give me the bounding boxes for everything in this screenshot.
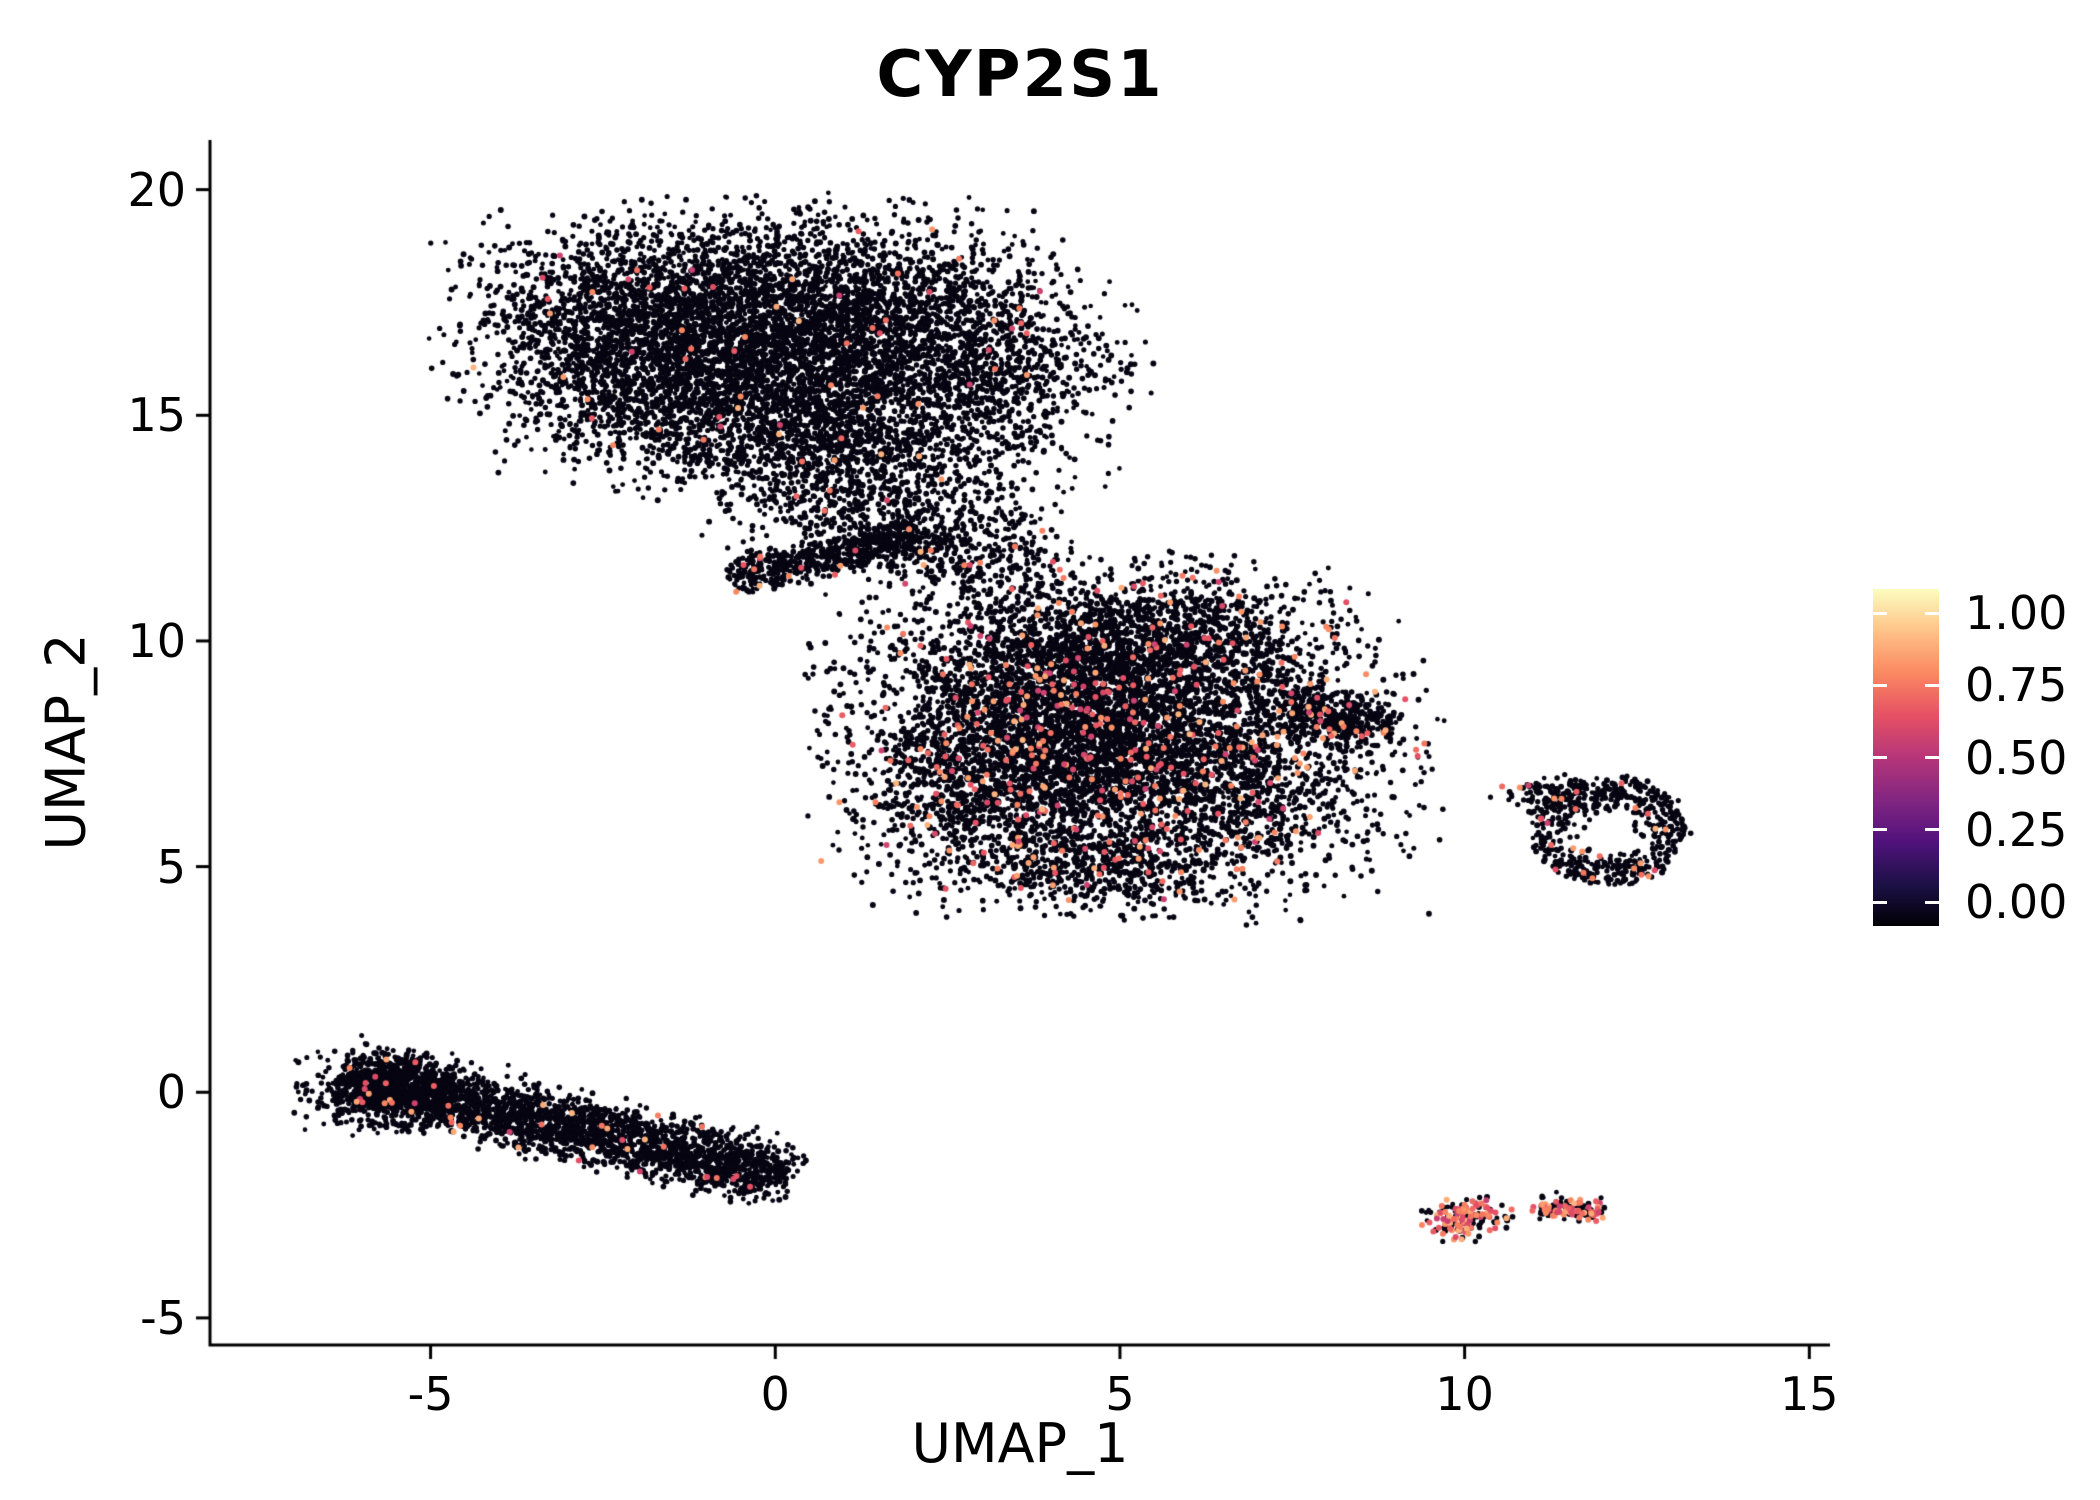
- colorbar-gradient: [1873, 589, 1939, 926]
- colorbar-legend: [1873, 589, 1939, 926]
- colorbar-tick-mark: [1925, 611, 1939, 615]
- x-tick-label: 5: [1105, 1367, 1135, 1421]
- colorbar-tick-mark: [1925, 900, 1939, 904]
- y-axis-title: UMAP_2: [34, 633, 98, 851]
- legend-tick-label: 0.50: [1965, 730, 2068, 785]
- legend-tick-label: 0.00: [1965, 875, 2068, 929]
- colorbar-tick-mark: [1925, 828, 1939, 832]
- plot-title: CYP2S1: [876, 38, 1164, 112]
- colorbar-tick-mark: [1873, 683, 1887, 687]
- legend-tick-label: 0.75: [1965, 658, 2068, 713]
- x-tick-label: 15: [1780, 1367, 1839, 1421]
- x-axis-title: UMAP_1: [911, 1412, 1129, 1475]
- y-tick-label: 0: [156, 1065, 186, 1120]
- x-tick-label: 10: [1435, 1367, 1494, 1421]
- y-tick-label: 20: [127, 162, 186, 217]
- colorbar-tick-mark: [1925, 756, 1939, 759]
- legend-tick-label: 0.25: [1965, 802, 2068, 857]
- colorbar-tick-mark: [1873, 756, 1887, 759]
- colorbar-tick-mark: [1873, 900, 1887, 904]
- x-tick-label: -5: [407, 1367, 454, 1421]
- colorbar-tick-mark: [1873, 611, 1887, 615]
- legend-tick-label: 1.00: [1965, 586, 2068, 640]
- x-tick-label: 0: [760, 1367, 790, 1421]
- colorbar-tick-mark: [1873, 828, 1887, 832]
- y-tick-label: -5: [140, 1290, 186, 1345]
- y-tick-label: 15: [127, 388, 186, 443]
- colorbar-tick-mark: [1925, 683, 1939, 687]
- y-tick-label: 5: [156, 839, 186, 894]
- y-tick-label: 10: [127, 613, 186, 668]
